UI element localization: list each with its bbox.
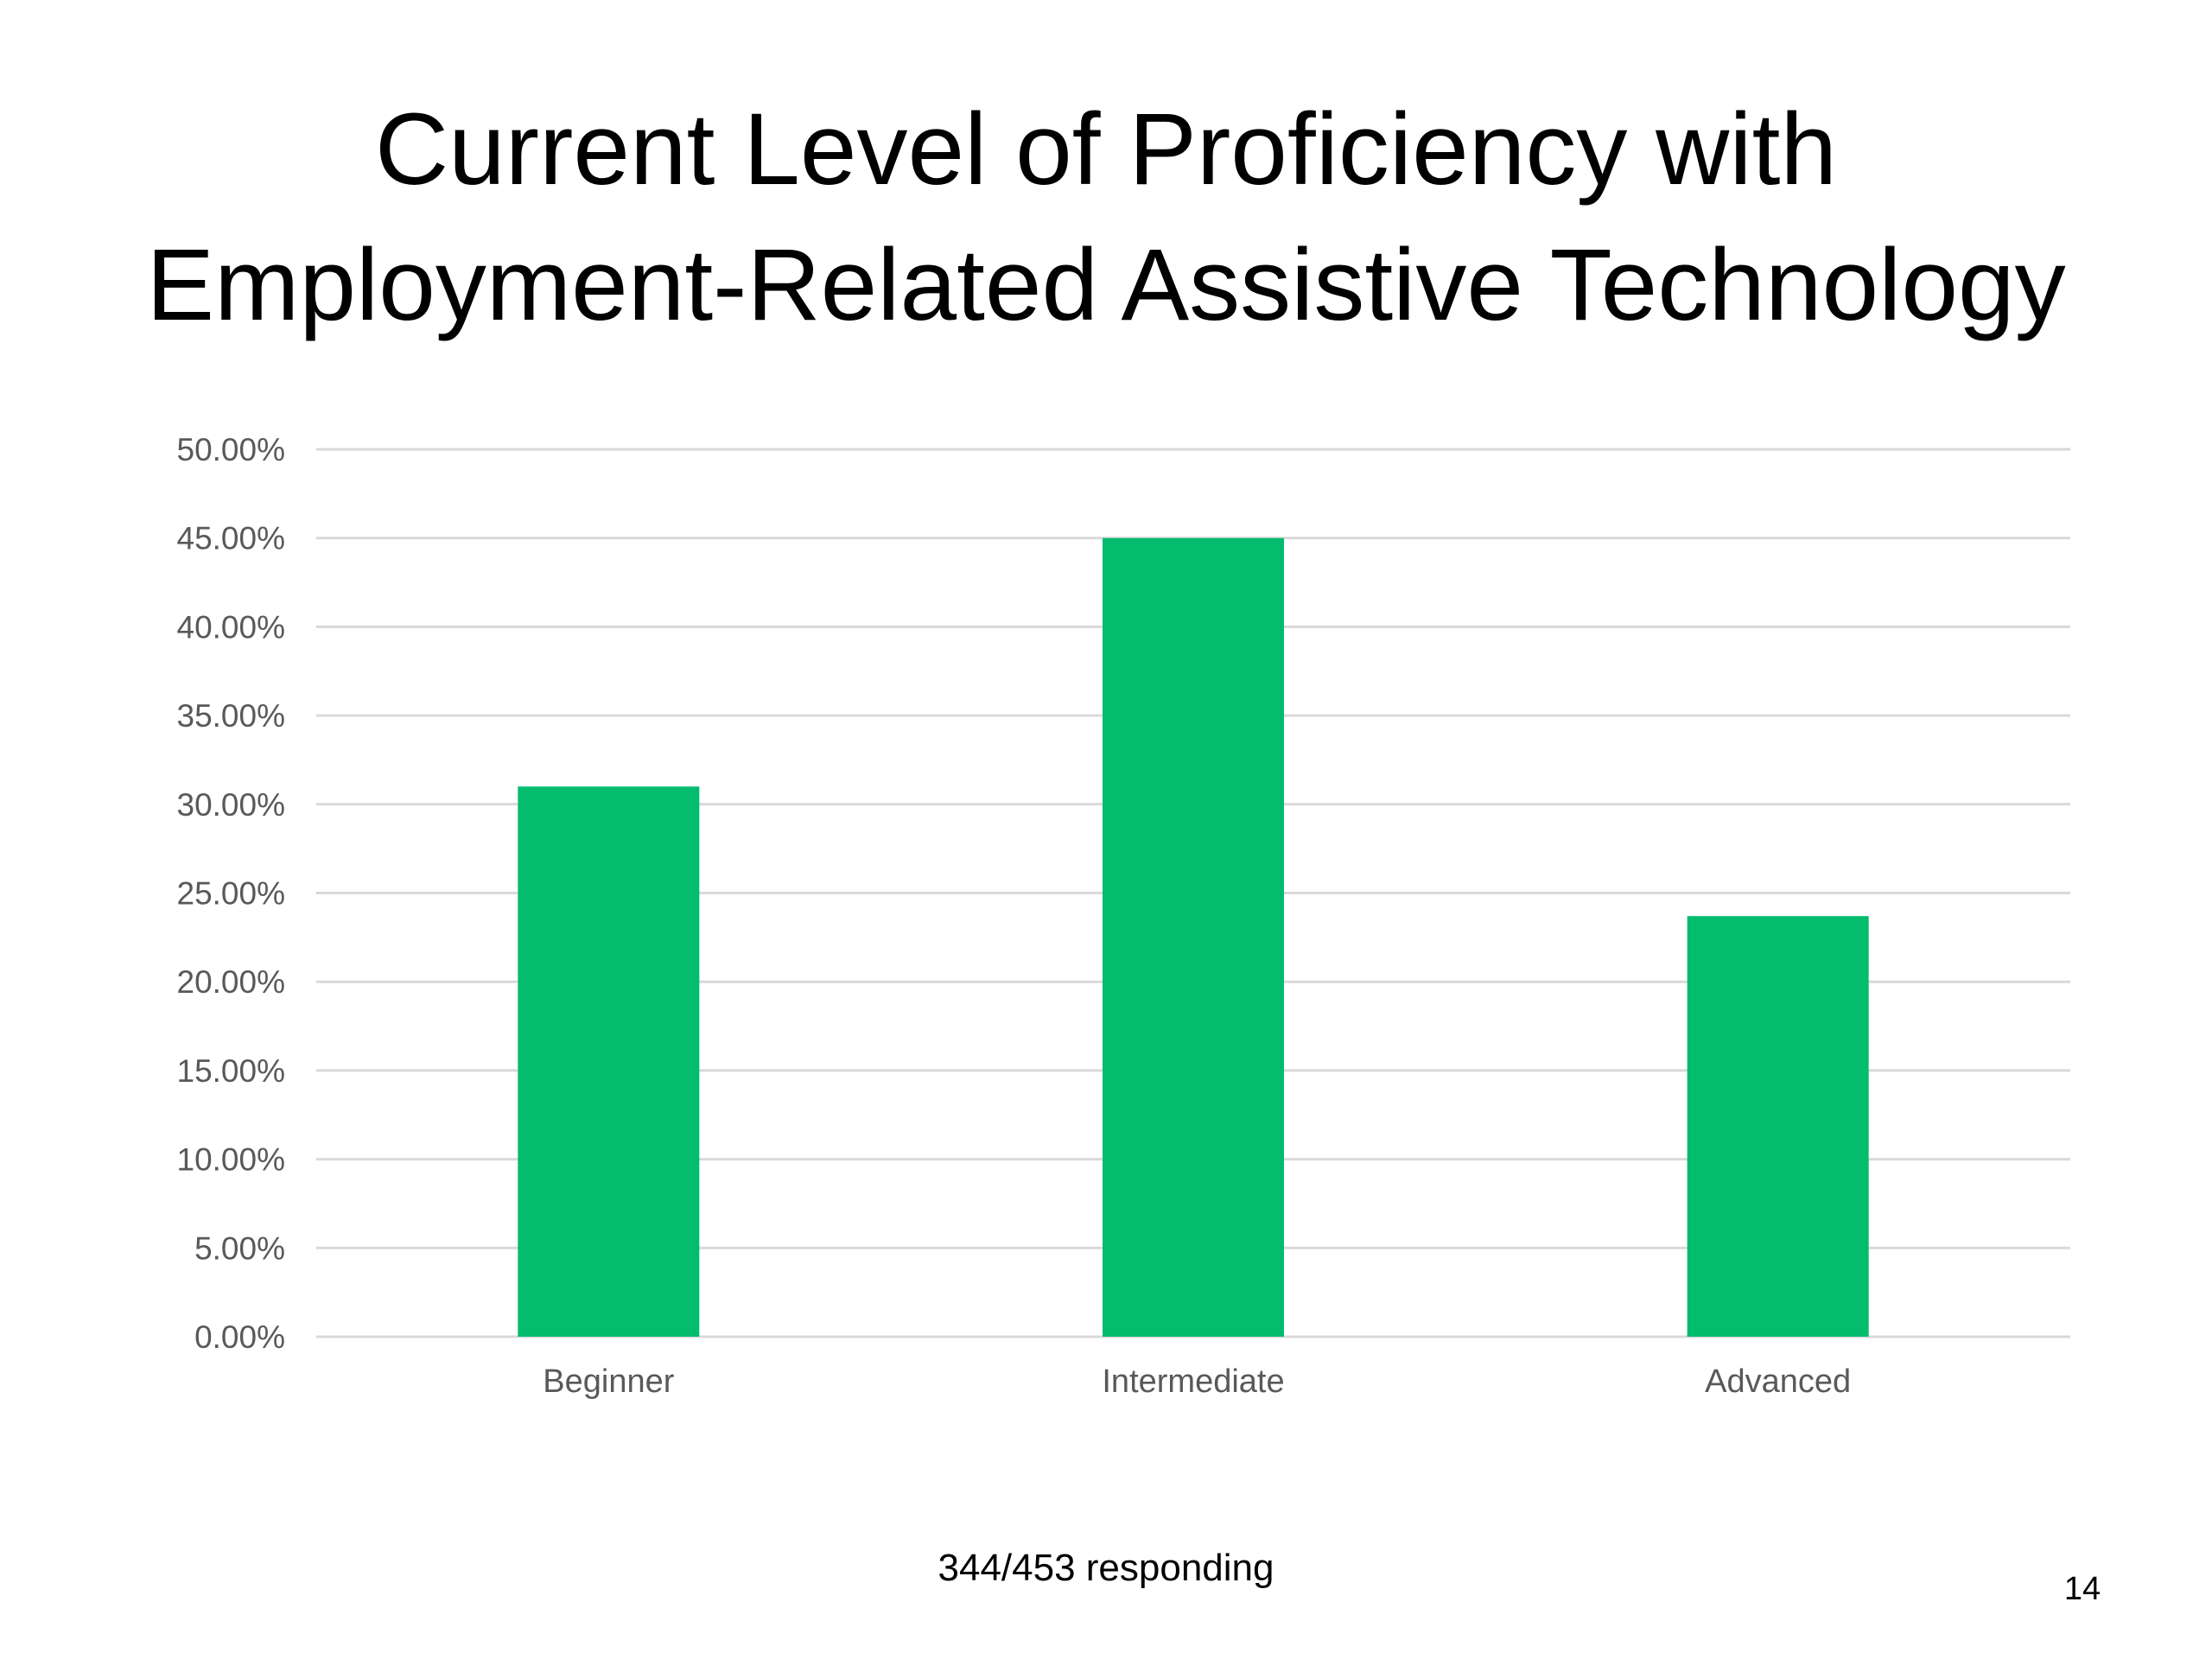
- bar-intermediate: [1103, 537, 1284, 1337]
- response-count-note: 344/453 responding: [938, 1547, 1274, 1589]
- y-tick-label: 40.00%: [177, 609, 286, 645]
- slide-title-line-2: Employment-Related Assistive Technology: [146, 228, 2066, 342]
- y-tick-label: 0.00%: [194, 1319, 285, 1355]
- y-tick-label: 5.00%: [194, 1230, 285, 1266]
- y-tick-label: 30.00%: [177, 787, 286, 823]
- y-tick-label: 20.00%: [177, 964, 286, 1000]
- bars: [518, 537, 1869, 1337]
- slide-title: Current Level of Proficiency with Employ…: [0, 82, 2212, 353]
- y-tick-label: 15.00%: [177, 1053, 286, 1089]
- x-tick-label: Beginner: [543, 1363, 674, 1400]
- y-tick-label: 35.00%: [177, 698, 286, 734]
- y-tick-label: 50.00%: [177, 432, 286, 467]
- y-axis-tick-labels: 0.00% 5.00% 10.00% 15.00% 20.00% 25.00% 30.00%…: [177, 432, 286, 1355]
- x-tick-label: Intermediate: [1102, 1363, 1284, 1400]
- y-tick-label: 10.00%: [177, 1142, 286, 1178]
- x-tick-label: Advanced: [1705, 1363, 1851, 1400]
- bar-beginner: [518, 786, 700, 1337]
- y-tick-label: 45.00%: [177, 521, 286, 556]
- y-tick-label: 25.00%: [177, 876, 286, 912]
- slide-title-line-1: Current Level of Proficiency with: [374, 92, 1838, 207]
- bar-advanced: [1687, 916, 1869, 1337]
- slide-page-number: 14: [2063, 1571, 2101, 1607]
- x-axis-category-labels: Beginner Intermediate Advanced: [543, 1363, 1851, 1400]
